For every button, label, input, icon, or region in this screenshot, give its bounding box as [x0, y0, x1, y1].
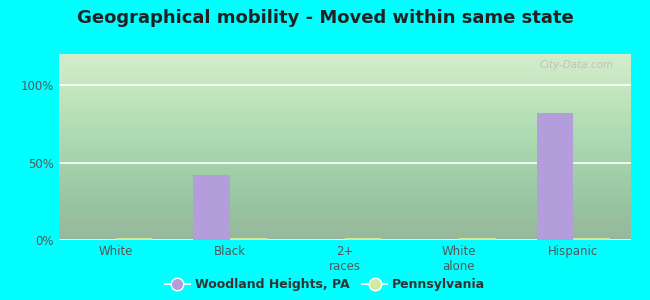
- Bar: [116, 238, 152, 240]
- Bar: [230, 238, 266, 240]
- Bar: [194, 175, 230, 240]
- Bar: [344, 238, 381, 240]
- Bar: [573, 238, 610, 240]
- Bar: [459, 238, 495, 240]
- Text: Geographical mobility - Moved within same state: Geographical mobility - Moved within sam…: [77, 9, 573, 27]
- Legend: Woodland Heights, PA, Pennsylvania: Woodland Heights, PA, Pennsylvania: [162, 276, 488, 294]
- Bar: [537, 113, 573, 240]
- Text: City-Data.com: City-Data.com: [540, 60, 614, 70]
